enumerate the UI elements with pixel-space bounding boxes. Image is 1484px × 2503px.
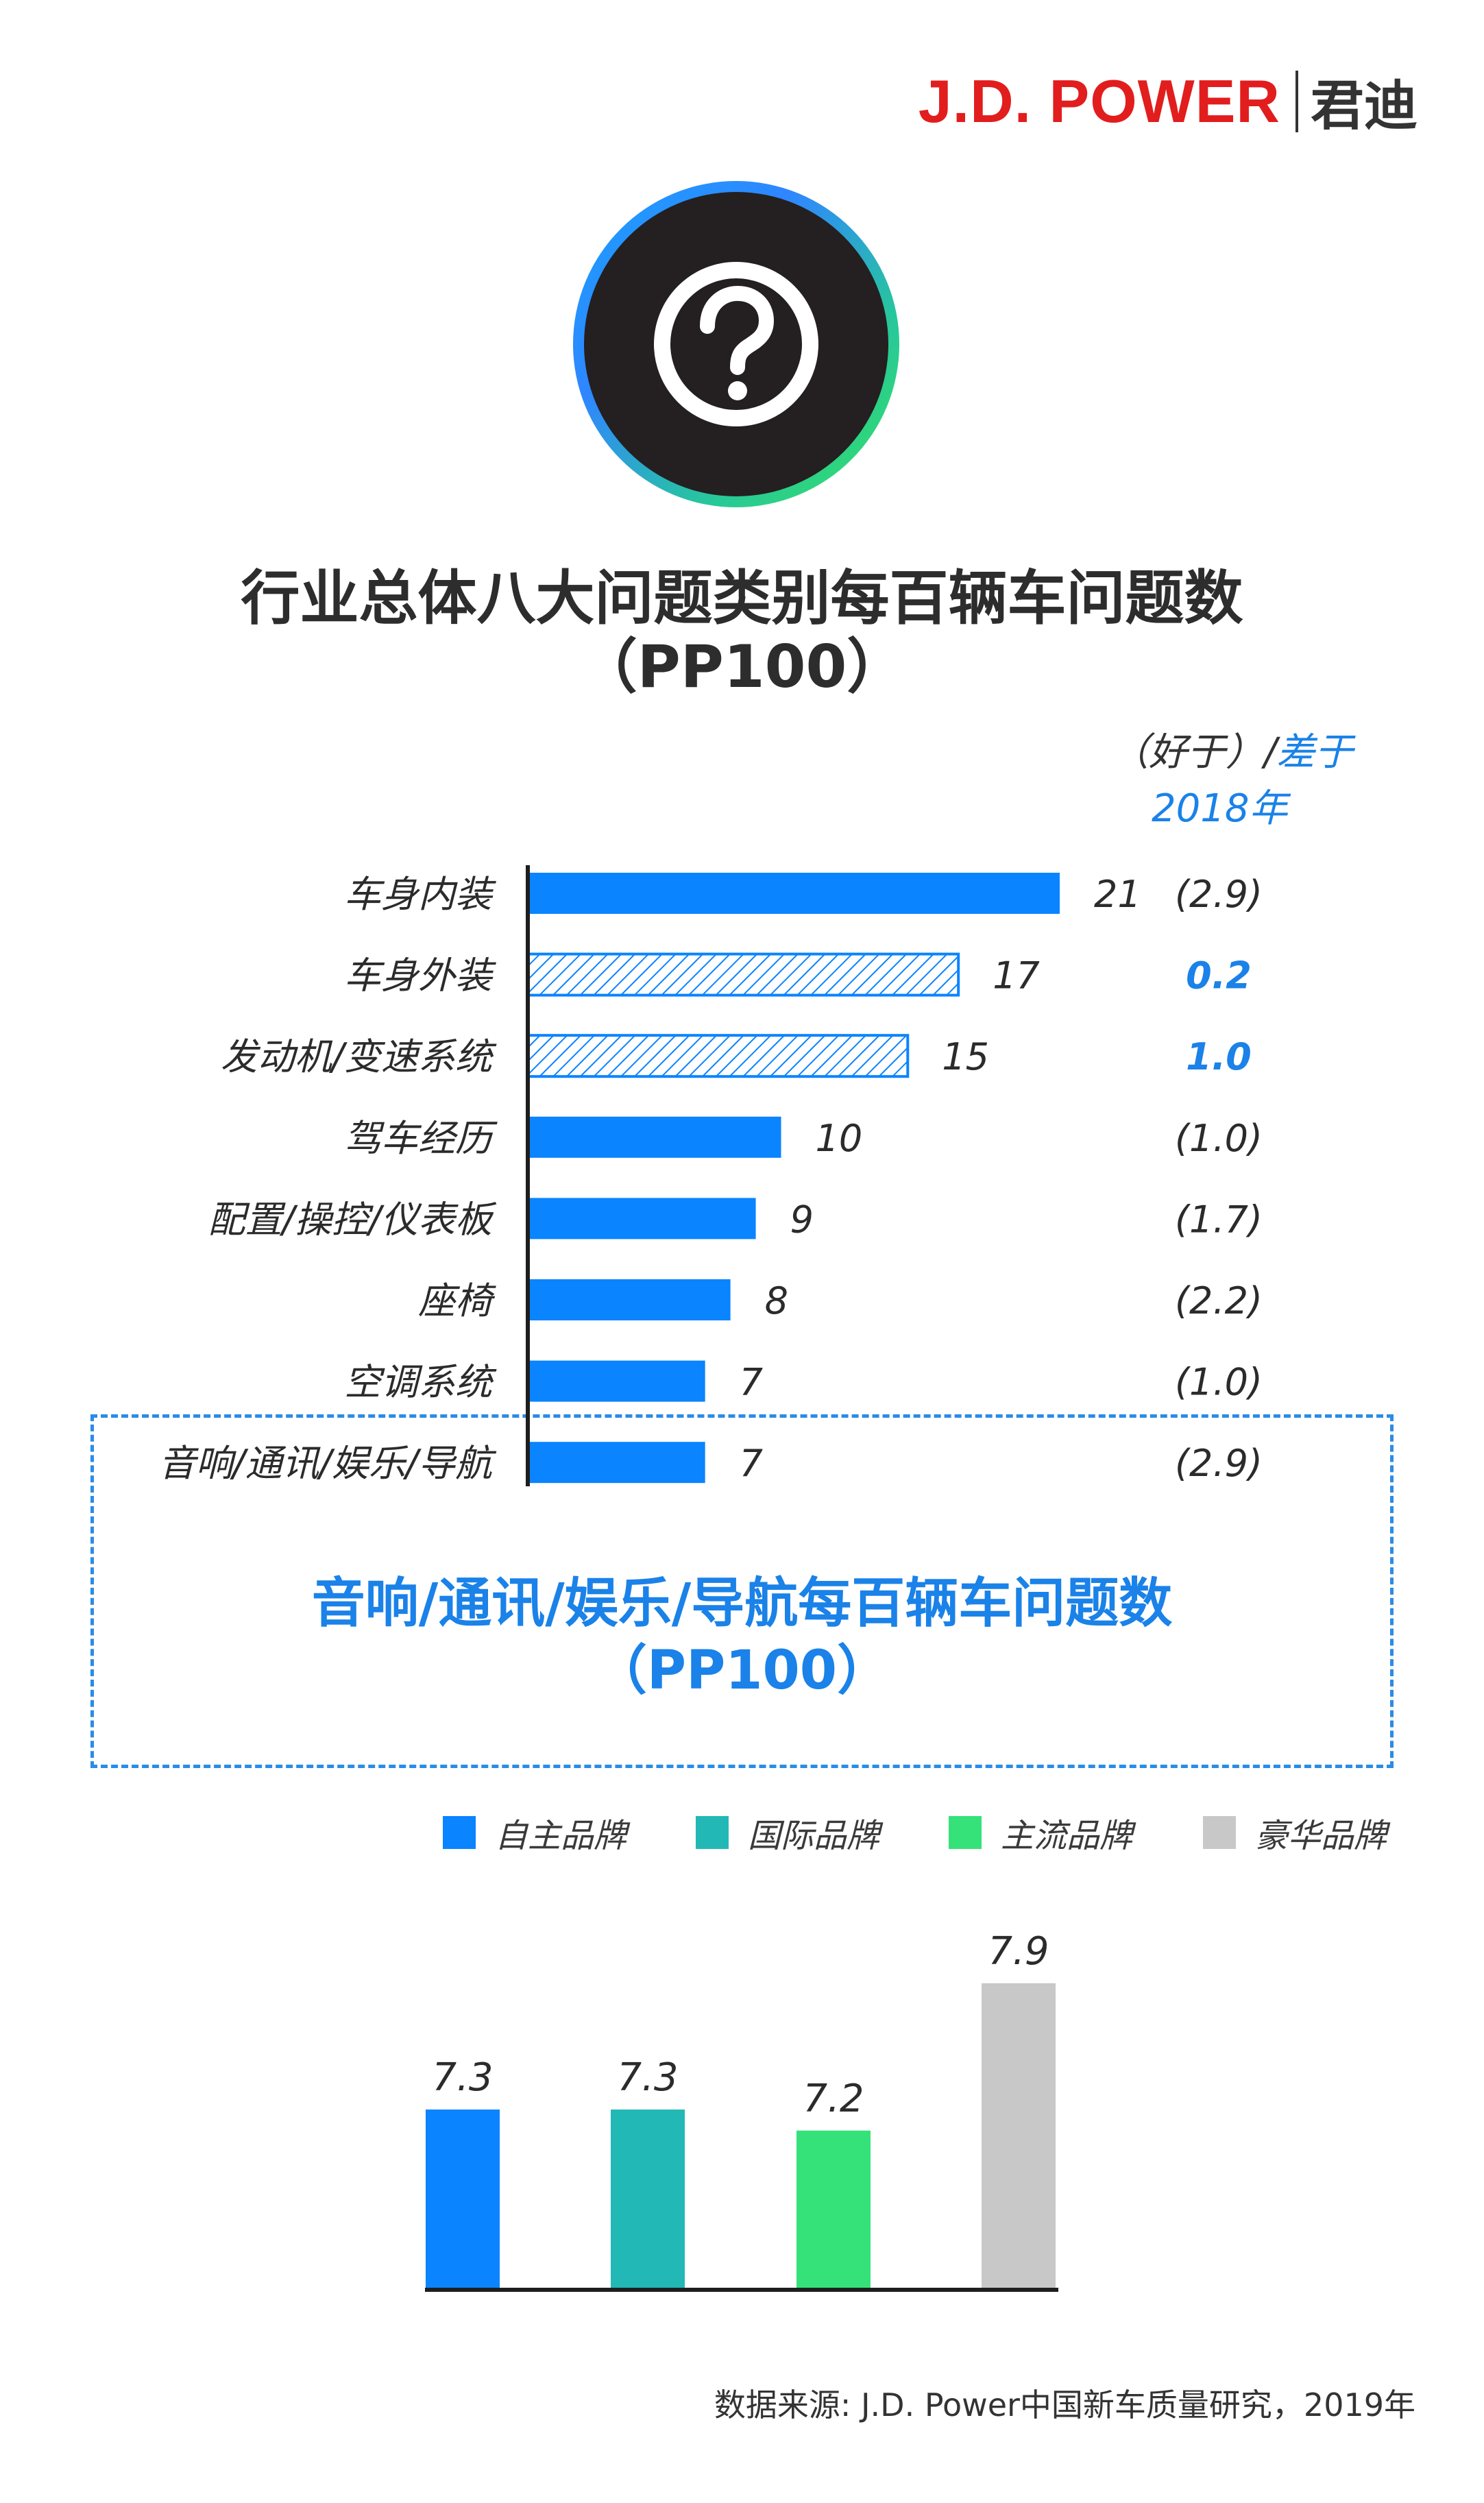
logo-brand: J.D. POWER bbox=[918, 67, 1280, 135]
change-vs-2018-label: (1.0) bbox=[1175, 1361, 1263, 1404]
category-bar bbox=[528, 1116, 781, 1158]
comparison-header-better: （好于）/ bbox=[1110, 730, 1277, 775]
category-bar bbox=[528, 1198, 756, 1240]
legend-label: 自主品牌 bbox=[495, 1817, 627, 1855]
change-vs-2018-label: (2.9) bbox=[1175, 873, 1263, 916]
logo-divider bbox=[1295, 71, 1298, 132]
change-vs-2018-label: (2.2) bbox=[1175, 1279, 1263, 1322]
sub-chart-title-line1: 音响/通讯/娱乐/导航每百辆车问题数 bbox=[311, 1573, 1173, 1634]
category-label: 发动机/变速系统 bbox=[221, 1035, 497, 1078]
hero-icon-background bbox=[584, 192, 888, 496]
sub-chart-title-line2: （PP100） bbox=[593, 1640, 891, 1702]
logo-chinese-name: 君迪 bbox=[1310, 75, 1418, 137]
segment-bar bbox=[796, 2130, 871, 2288]
category-label: 车身外装 bbox=[344, 954, 496, 997]
legend-swatch bbox=[1203, 1816, 1236, 1849]
category-label: 空调系统 bbox=[344, 1361, 497, 1404]
bar-value-label: 17 bbox=[993, 954, 1040, 997]
segment-value-label: 7.3 bbox=[617, 2055, 678, 2100]
change-vs-2018-label: (1.0) bbox=[1175, 1117, 1263, 1160]
segment-value-label: 7.9 bbox=[988, 1929, 1049, 1974]
segment-bar bbox=[611, 2109, 685, 2288]
category-label: 配置/操控/仪表板 bbox=[208, 1198, 497, 1241]
category-bar bbox=[528, 1442, 705, 1484]
audio-highlight-box bbox=[90, 1414, 1394, 1768]
legend-item-premium: 豪华品牌 bbox=[1203, 1809, 1387, 1857]
legend-swatch bbox=[443, 1816, 476, 1849]
category-label: 音响/通讯/娱乐/导航 bbox=[158, 1442, 497, 1485]
change-vs-2018-label: 1.0 bbox=[1186, 1035, 1252, 1078]
legend-swatch bbox=[696, 1816, 729, 1849]
bar-value-label: 7 bbox=[740, 1361, 763, 1404]
bar-value-label: 21 bbox=[1094, 873, 1141, 916]
legend-item-domestic: 自主品牌 bbox=[443, 1809, 627, 1857]
chart-title-line1: 行业总体八大问题类别每百辆车问题数 bbox=[241, 564, 1243, 633]
segment-bar-chart: 7.3 7.3 7.2 7.9 bbox=[425, 1929, 1058, 2292]
comparison-header-year: 2018年 bbox=[1152, 786, 1288, 831]
legend-item-international: 国际品牌 bbox=[696, 1809, 879, 1857]
category-bar bbox=[528, 1360, 705, 1402]
bar-value-label: 8 bbox=[765, 1279, 788, 1322]
legend-item-mass-market: 主流品牌 bbox=[949, 1809, 1132, 1857]
comparison-header-worse: 差于 bbox=[1276, 730, 1353, 775]
category-label: 车身内装 bbox=[344, 873, 496, 916]
category-bar bbox=[526, 952, 960, 997]
chart-title-line2: （PP100） bbox=[578, 633, 906, 701]
bar-value-label: 15 bbox=[942, 1035, 989, 1078]
legend-label: 主流品牌 bbox=[1001, 1817, 1133, 1855]
segment-value-label: 7.2 bbox=[803, 2077, 864, 2121]
jd-power-logo: J.D. POWER 君迪 bbox=[919, 63, 1418, 140]
segment-bar bbox=[982, 1983, 1056, 2288]
legend-swatch bbox=[949, 1816, 982, 1849]
category-bar-chart: 车身内装 21 (2.9) 车身外装 17 0.2 发动机/变速系统 15 1.0 驾车经历 10 (… bbox=[158, 865, 1263, 1486]
bar-value-label: 9 bbox=[790, 1198, 814, 1241]
category-bar bbox=[528, 1279, 731, 1320]
bar-value-label: 10 bbox=[816, 1117, 863, 1160]
category-label: 驾车经历 bbox=[344, 1117, 498, 1160]
category-label: 座椅 bbox=[418, 1279, 496, 1322]
segment-value-label: 7.3 bbox=[432, 2055, 493, 2100]
change-vs-2018-label: (2.9) bbox=[1175, 1442, 1263, 1485]
question-mark-glyph bbox=[654, 262, 818, 426]
bar-value-label: 7 bbox=[740, 1442, 763, 1485]
change-vs-2018-label: 0.2 bbox=[1186, 954, 1252, 997]
data-source: 数据来源: J.D. Power中国新车质量研究，2019年 bbox=[714, 2386, 1415, 2423]
category-bar bbox=[528, 873, 1060, 914]
segment-bar bbox=[426, 2109, 500, 2288]
legend: 自主品牌 国际品牌 主流品牌 豪华品牌 bbox=[0, 1809, 1484, 1857]
legend-label: 国际品牌 bbox=[748, 1817, 880, 1855]
change-vs-2018-label: (1.7) bbox=[1175, 1198, 1263, 1241]
legend-label: 豪华品牌 bbox=[1255, 1817, 1387, 1855]
question-mark-icon bbox=[573, 181, 899, 507]
